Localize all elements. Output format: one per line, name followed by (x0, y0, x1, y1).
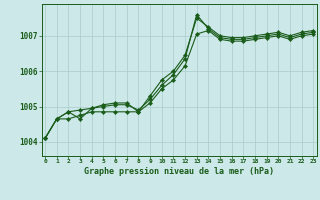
X-axis label: Graphe pression niveau de la mer (hPa): Graphe pression niveau de la mer (hPa) (84, 167, 274, 176)
